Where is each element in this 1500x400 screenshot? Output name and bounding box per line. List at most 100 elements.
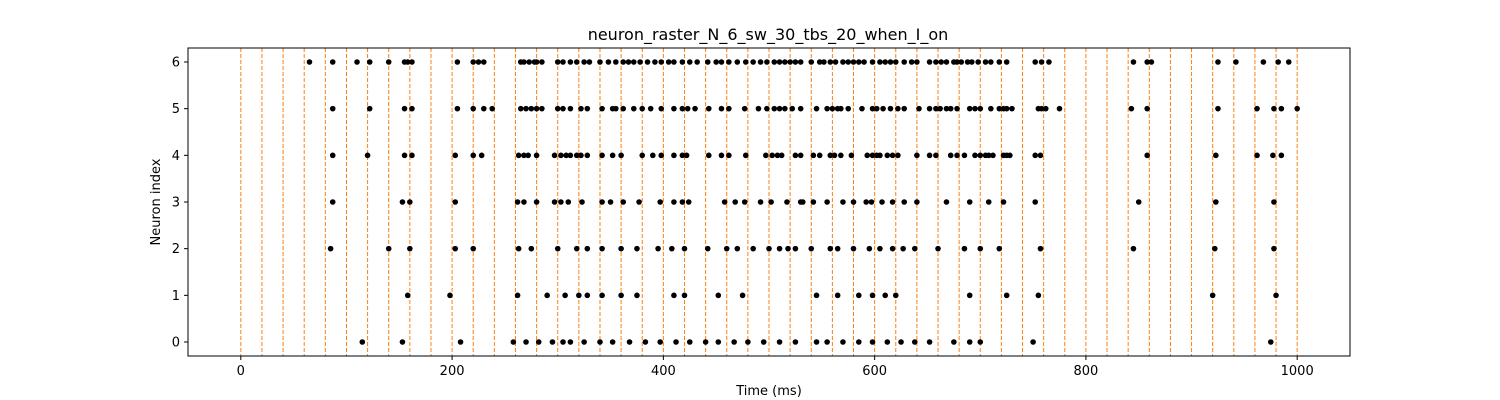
spike-point	[869, 105, 876, 112]
spike-point	[742, 152, 749, 159]
spike-point	[626, 339, 633, 345]
spike-point	[792, 245, 799, 252]
spike-point	[671, 292, 677, 299]
spike-point	[943, 105, 950, 112]
axis-ticks: 0 200 400 600 800 1000 0 1 2 3 4 5 6	[172, 56, 1314, 380]
spike-point	[470, 59, 477, 65]
spike-point	[609, 339, 616, 345]
spike-point	[523, 105, 529, 112]
spike-point	[579, 199, 585, 205]
spike-point	[901, 105, 908, 112]
spike-point	[366, 59, 373, 65]
spike-point	[829, 105, 836, 112]
spike-point	[776, 59, 783, 65]
spike-point	[1003, 59, 1010, 65]
spike-point	[988, 59, 994, 65]
spike-point	[947, 152, 954, 159]
spike-point	[1209, 292, 1216, 299]
spike-point	[364, 152, 371, 159]
spike-point	[702, 339, 709, 345]
spike-point	[947, 105, 954, 112]
spike-point	[551, 199, 558, 205]
spike-point	[544, 292, 550, 299]
spike-point	[911, 245, 918, 252]
spike-point	[943, 59, 950, 65]
spike-point	[840, 199, 846, 205]
spike-point	[409, 59, 415, 65]
spike-point	[859, 105, 865, 112]
spike-point	[658, 59, 665, 65]
spike-point	[634, 245, 640, 252]
spike-point	[684, 105, 691, 112]
x-axis-label: Time (ms)	[735, 384, 802, 399]
y-tick-label: 1	[172, 289, 180, 304]
spike-point	[705, 105, 712, 112]
spike-point	[1213, 152, 1219, 159]
spike-point	[933, 105, 939, 112]
y-tick-label: 0	[172, 336, 180, 351]
spike-point	[597, 59, 603, 65]
spike-point	[726, 105, 732, 112]
plot-frame	[187, 47, 1351, 357]
spike-point	[671, 59, 677, 65]
spike-point	[329, 59, 336, 65]
spike-point	[760, 339, 767, 345]
spike-point	[887, 105, 894, 112]
spike-point	[639, 105, 646, 112]
spike-point	[567, 339, 574, 345]
spike-point	[1254, 152, 1260, 159]
spike-point	[671, 152, 677, 159]
x-tick-label: 800	[1073, 364, 1098, 379]
spike-point	[718, 152, 725, 159]
spike-point	[609, 152, 616, 159]
spike-point	[966, 339, 973, 345]
spike-point	[1037, 245, 1044, 252]
spike-point	[784, 199, 790, 205]
spike-point	[576, 292, 582, 299]
spike-point	[366, 105, 373, 112]
spike-point	[1285, 59, 1292, 65]
spike-point	[869, 152, 876, 159]
spike-point	[845, 105, 852, 112]
spike-point	[1003, 292, 1010, 299]
spike-point	[954, 105, 960, 112]
spike-point	[327, 245, 334, 252]
spike-point	[1130, 59, 1137, 65]
spike-point	[916, 105, 922, 112]
spike-point	[774, 152, 781, 159]
spike-point	[567, 152, 574, 159]
spike-point	[911, 339, 918, 345]
spike-point	[792, 59, 799, 65]
spike-point	[869, 59, 876, 65]
spike-point	[943, 199, 950, 205]
y-axis-label: Neuron index	[149, 158, 164, 245]
spike-point	[618, 292, 624, 299]
spike-point	[1278, 152, 1285, 159]
spike-point	[665, 59, 672, 65]
spike-point	[521, 199, 527, 205]
spike-point	[816, 152, 823, 159]
spike-point	[966, 105, 973, 112]
spike-point	[470, 245, 477, 252]
spike-point	[620, 59, 627, 65]
y-tick-label: 2	[172, 242, 180, 257]
spike-point	[407, 199, 413, 205]
spike-point	[763, 152, 769, 159]
spike-point	[607, 199, 614, 205]
spike-point	[681, 245, 688, 252]
spike-point	[824, 339, 830, 345]
spike-point	[741, 105, 748, 112]
spike-point	[827, 152, 834, 159]
spike-point	[573, 152, 580, 159]
spike-point	[650, 152, 656, 159]
spike-point	[715, 339, 722, 345]
spike-point	[452, 199, 459, 205]
spike-point	[776, 339, 783, 345]
spike-point	[850, 199, 857, 205]
spike-point	[1211, 245, 1218, 252]
spike-point	[787, 59, 793, 65]
y-tick-label: 4	[172, 149, 180, 164]
spike-point	[797, 105, 804, 112]
spike-point	[813, 292, 820, 299]
spike-point	[625, 59, 632, 65]
